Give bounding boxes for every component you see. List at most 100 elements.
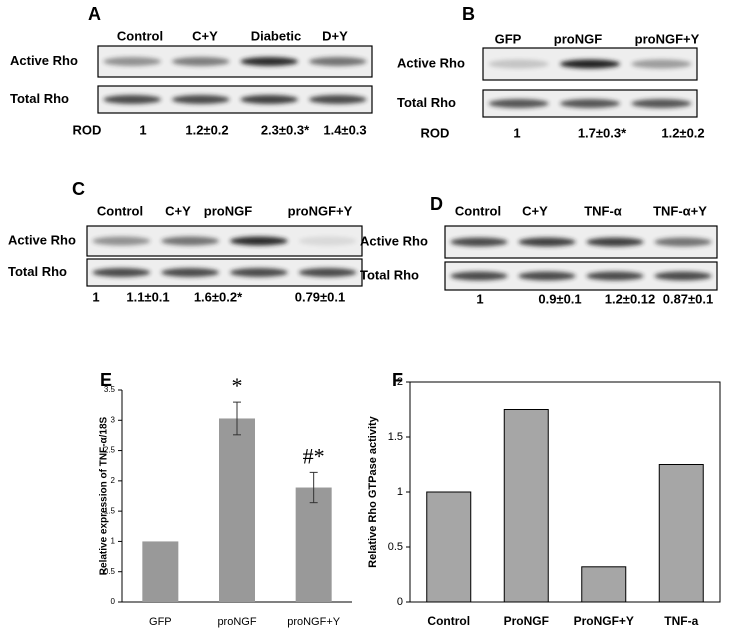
lane-label: proNGF+Y xyxy=(288,203,353,218)
y-tick-label: 2 xyxy=(111,476,116,485)
lane-label: C+Y xyxy=(522,203,548,218)
panel-letter: C xyxy=(72,179,85,199)
panel-letter: D xyxy=(430,194,443,214)
bar xyxy=(581,566,627,603)
rod-label: ROD xyxy=(73,122,102,137)
y-tick-label: 0.5 xyxy=(388,541,403,553)
row-label: Total Rho xyxy=(10,91,69,106)
y-tick-label: 0 xyxy=(397,596,403,608)
band xyxy=(171,57,230,66)
x-tick-label: ProNGF xyxy=(504,614,549,628)
annotation: * xyxy=(232,373,243,398)
x-tick-label: proNGF xyxy=(217,616,256,628)
band xyxy=(161,268,219,277)
x-tick-label: Control xyxy=(427,614,470,628)
row-label: Active Rho xyxy=(10,53,78,68)
lane-label: TNF-α+Y xyxy=(653,203,707,218)
rod-value: 1.7±0.3* xyxy=(578,125,627,140)
bar xyxy=(658,464,704,603)
band xyxy=(560,99,620,108)
lane-label: proNGF xyxy=(554,31,602,46)
lane-label: C+Y xyxy=(192,28,218,43)
lane-label: TNF-α xyxy=(584,203,622,218)
band xyxy=(103,57,162,66)
band xyxy=(631,59,692,69)
band xyxy=(586,237,644,247)
row-label: Total Rho xyxy=(8,264,67,279)
error-bar xyxy=(233,401,241,436)
band xyxy=(92,268,151,277)
y-axis-label: Relative expression of TNF-α/18S xyxy=(99,416,110,575)
y-tick-label: 1.5 xyxy=(104,506,116,515)
lane-label: Diabetic xyxy=(251,28,302,43)
rod-value: 1 xyxy=(476,291,483,306)
lane-label: C+Y xyxy=(165,203,191,218)
y-tick-label: 2.5 xyxy=(104,446,116,455)
y-tick-label: 3 xyxy=(111,415,116,424)
band xyxy=(230,236,288,246)
y-tick-label: 1 xyxy=(397,486,403,498)
lane-label: D+Y xyxy=(322,28,348,43)
bar xyxy=(503,409,549,603)
lane-label: Control xyxy=(455,203,501,218)
rod-value: 1.1±0.1 xyxy=(126,289,169,304)
band xyxy=(171,95,230,104)
band xyxy=(298,268,357,277)
band xyxy=(518,271,576,281)
band xyxy=(488,99,549,108)
panel-letter: E xyxy=(100,370,112,390)
rod-value: 1 xyxy=(139,122,146,137)
rod-value: 0.87±0.1 xyxy=(663,291,714,306)
band xyxy=(560,59,620,69)
rod-value: 1.6±0.2* xyxy=(194,289,243,304)
annotation: #* xyxy=(303,443,325,468)
band xyxy=(161,236,219,246)
error-bar xyxy=(309,471,318,504)
band xyxy=(586,271,644,281)
y-axis-label: Relative Rho GTPase activity xyxy=(367,415,379,567)
band xyxy=(518,237,576,247)
y-tick-label: 1.5 xyxy=(388,431,403,443)
band xyxy=(230,268,288,277)
lane-label: GFP xyxy=(495,31,522,46)
band xyxy=(488,59,549,69)
y-tick-label: 3.5 xyxy=(104,385,116,394)
lane-label: proNGF+Y xyxy=(635,31,700,46)
rod-value: 1.2±0.2 xyxy=(185,122,228,137)
bar xyxy=(219,418,255,602)
rod-label: ROD xyxy=(421,125,450,140)
band xyxy=(240,95,299,104)
x-tick-label: GFP xyxy=(149,616,172,628)
lane-label: Control xyxy=(97,203,143,218)
band xyxy=(450,271,508,281)
band xyxy=(308,95,367,104)
band xyxy=(654,271,712,281)
lane-label: proNGF xyxy=(204,203,252,218)
row-label: Active Rho xyxy=(8,232,76,247)
rod-value: 1.2±0.2 xyxy=(661,125,704,140)
lane-label: Control xyxy=(117,28,163,43)
band xyxy=(92,236,151,246)
plot-frame xyxy=(409,381,721,603)
band xyxy=(631,99,692,108)
rod-value: 1 xyxy=(513,125,520,140)
band xyxy=(103,95,162,104)
rod-value: 1.2±0.12 xyxy=(605,291,656,306)
row-label: Active Rho xyxy=(397,55,465,70)
bar xyxy=(426,491,472,603)
x-tick-label: TNF-a xyxy=(664,614,698,628)
row-label: Total Rho xyxy=(397,95,456,110)
panel-letter: F xyxy=(392,370,403,390)
rod-value: 1.4±0.3 xyxy=(323,122,366,137)
rod-value: 2.3±0.3* xyxy=(261,122,310,137)
panel-letter: A xyxy=(88,4,101,24)
band xyxy=(308,57,367,66)
rod-value: 1 xyxy=(92,289,99,304)
band xyxy=(654,237,712,247)
band xyxy=(240,57,299,66)
row-label: Active Rho xyxy=(360,233,428,248)
rod-value: 0.9±0.1 xyxy=(538,291,581,306)
rod-value: 0.79±0.1 xyxy=(295,289,346,304)
x-tick-label: proNGF+Y xyxy=(287,616,341,628)
